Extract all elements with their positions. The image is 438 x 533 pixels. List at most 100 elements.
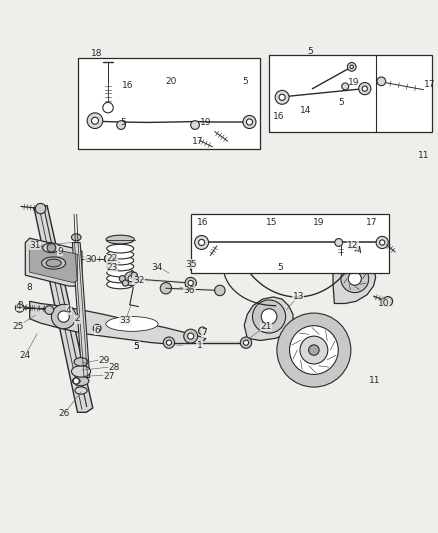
Polygon shape [244,297,293,341]
Circle shape [15,303,24,312]
Circle shape [261,309,277,325]
Circle shape [105,254,113,263]
Ellipse shape [46,259,61,267]
Circle shape [35,204,46,214]
Text: 23: 23 [107,263,118,272]
Circle shape [247,119,253,125]
Polygon shape [331,253,376,303]
Text: 11: 11 [369,376,381,385]
Text: 24: 24 [20,351,31,360]
Text: 17: 17 [191,136,203,146]
Ellipse shape [107,256,134,265]
Ellipse shape [43,243,60,253]
Circle shape [243,116,256,128]
Text: 13: 13 [293,292,304,301]
Circle shape [51,304,76,329]
Text: 26: 26 [59,409,70,418]
Circle shape [47,244,56,252]
Circle shape [277,313,351,387]
Text: 3: 3 [17,301,22,310]
Circle shape [122,280,128,286]
Circle shape [160,282,172,294]
Circle shape [198,327,206,335]
Text: 7: 7 [201,328,207,337]
Circle shape [93,325,101,332]
Text: 25: 25 [12,322,24,331]
Text: 19: 19 [200,118,212,127]
Text: 22: 22 [107,254,118,263]
Text: 18: 18 [92,49,103,58]
Ellipse shape [106,235,134,244]
Circle shape [275,91,289,104]
Text: 2: 2 [75,314,80,323]
Circle shape [190,263,198,271]
Text: 34: 34 [152,263,163,272]
Circle shape [380,240,385,245]
Text: 30: 30 [85,255,96,264]
Text: 27: 27 [104,372,115,381]
Circle shape [359,83,371,95]
Ellipse shape [74,358,88,366]
Polygon shape [30,301,206,345]
Text: 5: 5 [120,118,126,127]
Ellipse shape [107,280,134,289]
Text: 17: 17 [424,80,435,89]
Ellipse shape [72,378,80,384]
Circle shape [117,120,125,130]
Circle shape [131,272,137,278]
Circle shape [194,236,208,249]
Circle shape [103,102,113,113]
Ellipse shape [71,366,91,377]
Circle shape [253,300,286,333]
Text: 5: 5 [134,342,139,351]
Text: 21: 21 [260,322,272,331]
Circle shape [163,337,175,349]
Bar [269,55,432,132]
Circle shape [166,340,172,345]
Ellipse shape [73,376,89,386]
Text: 28: 28 [108,363,120,372]
Text: 36: 36 [184,286,195,295]
Polygon shape [34,206,93,413]
Circle shape [377,77,386,86]
Text: 29: 29 [98,356,110,365]
Ellipse shape [75,387,87,394]
Text: 16: 16 [273,112,284,121]
Text: 5: 5 [134,342,139,351]
Ellipse shape [42,257,66,269]
Text: 4: 4 [15,302,21,311]
Circle shape [240,337,252,349]
Ellipse shape [107,262,134,271]
Text: 5: 5 [307,46,313,55]
Text: 35: 35 [185,260,197,269]
Circle shape [342,83,349,90]
Text: 9: 9 [57,247,63,256]
Ellipse shape [107,268,134,277]
Ellipse shape [107,250,134,259]
Text: 16: 16 [197,217,208,227]
Text: 5: 5 [277,263,283,272]
Text: 20: 20 [166,77,177,86]
Circle shape [119,276,125,282]
Circle shape [300,336,328,364]
Circle shape [383,296,392,306]
Circle shape [362,86,367,91]
Text: 10: 10 [378,299,389,308]
Circle shape [309,345,319,356]
Circle shape [73,378,79,384]
Text: 11: 11 [418,151,429,160]
Circle shape [191,120,199,130]
Ellipse shape [106,317,158,332]
Ellipse shape [107,274,134,283]
Circle shape [348,272,361,285]
Ellipse shape [71,234,81,241]
Circle shape [187,333,194,339]
Circle shape [185,277,196,289]
Text: 5: 5 [338,98,344,107]
Text: 8: 8 [26,283,32,292]
Circle shape [198,239,205,246]
Text: 15: 15 [265,217,277,227]
Polygon shape [25,238,82,286]
Text: 32: 32 [133,276,144,285]
Circle shape [353,239,365,252]
